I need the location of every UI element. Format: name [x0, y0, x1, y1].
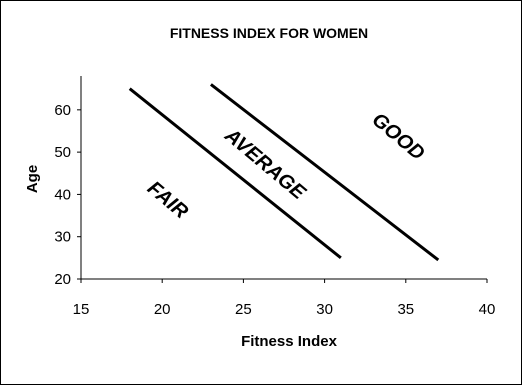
series-group	[128, 83, 440, 262]
x-tick-label: 30	[316, 301, 333, 318]
y-tick-group: 20 30 40 50 60	[54, 102, 81, 288]
y-axis-title: Age	[24, 165, 41, 193]
x-tick-group: 15 20 25 30 35 40	[73, 279, 496, 318]
region-label-average: AVERAGE	[220, 124, 310, 205]
x-tick-label: 15	[73, 301, 90, 318]
boundary-line-1	[128, 87, 342, 260]
x-tick-label: 35	[397, 301, 414, 318]
y-tick-label: 30	[54, 229, 71, 246]
region-label-fair: FAIR	[143, 177, 192, 223]
y-tick-label: 60	[54, 102, 71, 119]
region-label-group: FAIR AVERAGE GOOD	[143, 109, 429, 224]
x-tick-label: 40	[479, 301, 496, 318]
y-tick-label: 50	[54, 144, 71, 161]
x-axis-title: Fitness Index	[241, 333, 338, 350]
y-tick-label: 20	[54, 271, 71, 288]
y-tick-label: 40	[54, 186, 71, 203]
x-tick-label: 25	[235, 301, 252, 318]
x-tick-label: 20	[154, 301, 171, 318]
region-label-good: GOOD	[368, 109, 429, 165]
boundary-line-2	[210, 83, 440, 262]
chart-title: FITNESS INDEX FOR WOMEN	[170, 25, 368, 41]
